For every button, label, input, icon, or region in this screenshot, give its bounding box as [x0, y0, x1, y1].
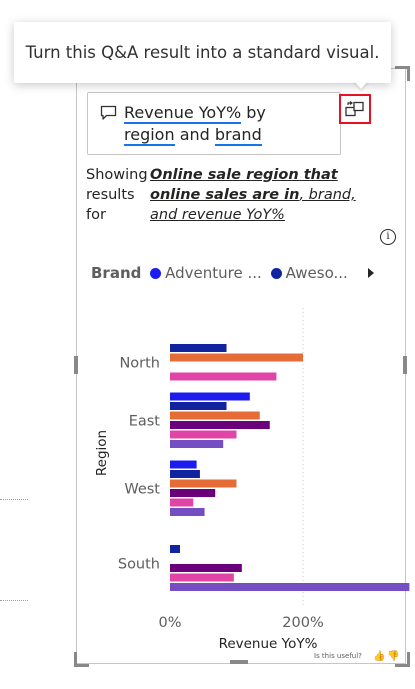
bar	[170, 479, 237, 488]
convert-to-visual-button[interactable]	[339, 94, 371, 124]
legend-item[interactable]: Aweso...	[270, 264, 348, 282]
bar	[170, 392, 250, 401]
x-tick-label: 200%	[282, 615, 323, 631]
bar	[170, 344, 227, 352]
bar	[170, 440, 224, 448]
category-label: West	[124, 482, 160, 498]
bar	[170, 573, 234, 582]
resize-handle-right[interactable]	[403, 356, 407, 374]
bar	[170, 411, 260, 420]
legend-item-label: Adventure ...	[165, 264, 262, 282]
chart-legend: Brand Adventure ... Aweso...	[91, 264, 348, 286]
tooltip-arrow	[353, 80, 369, 89]
qna-term-revenue[interactable]: Revenue YoY%	[124, 103, 242, 124]
bar	[170, 421, 270, 429]
bar	[170, 498, 194, 507]
qna-term-region[interactable]: region	[124, 125, 175, 146]
qna-question-box[interactable]: Revenue YoY% by region and brand	[87, 92, 341, 155]
restatement-part[interactable]: Online sale region that	[150, 167, 338, 183]
tooltip: Turn this Q&A result into a standard vis…	[14, 22, 391, 83]
y-axis-title: Region	[94, 430, 110, 476]
thumbs-down-icon[interactable]: 👎	[387, 651, 400, 662]
resize-handle-bottom[interactable]	[230, 660, 248, 664]
legend-title: Brand	[91, 264, 142, 282]
category-label: South	[118, 557, 160, 573]
x-tick-label: 0%	[158, 615, 181, 631]
info-icon[interactable]: i	[380, 229, 396, 245]
bar	[170, 430, 237, 439]
bar	[170, 402, 227, 410]
legend-color-dot	[270, 268, 282, 279]
showing-label-line: for	[86, 207, 106, 223]
bar	[170, 583, 410, 591]
restatement-part[interactable]: , brand,	[299, 187, 356, 203]
x-axis-title: Revenue YoY%	[219, 636, 318, 652]
thumbs-up-icon[interactable]: 👍	[373, 651, 386, 662]
restatement-part[interactable]: online sales are in	[150, 187, 300, 203]
guide-dots	[0, 499, 28, 500]
comment-icon	[100, 105, 117, 120]
qna-word: and	[174, 125, 215, 144]
bar	[170, 470, 200, 478]
showing-label-line: Showing	[86, 167, 148, 183]
showing-results-label: Showing results for	[86, 165, 148, 225]
bar	[170, 372, 277, 381]
qna-term-brand[interactable]: brand	[214, 125, 262, 146]
bar	[170, 460, 197, 469]
qna-question-text[interactable]: Revenue YoY% by region and brand	[124, 102, 266, 146]
bar	[170, 489, 216, 497]
qna-word: by	[241, 103, 266, 122]
showing-label-line: results	[86, 187, 135, 203]
legend-next-arrow[interactable]	[368, 268, 374, 278]
resize-corner-bottom-right[interactable]	[395, 652, 410, 667]
showing-results-description[interactable]: Online sale region that online sales are…	[150, 165, 356, 225]
bar	[170, 508, 205, 516]
feedback-prompt: Is this useful?	[314, 652, 362, 660]
resize-corner-top-right[interactable]	[395, 66, 410, 81]
convert-visual-icon	[345, 101, 364, 117]
bar	[170, 564, 242, 572]
legend-item[interactable]: Adventure ...	[150, 264, 262, 282]
resize-handle-left[interactable]	[74, 356, 78, 374]
legend-color-dot	[150, 268, 162, 279]
bar	[170, 353, 303, 362]
resize-corner-bottom-left[interactable]	[74, 652, 89, 667]
tooltip-text: Turn this Q&A result into a standard vis…	[25, 43, 380, 62]
legend-item-label: Aweso...	[285, 264, 348, 282]
guide-dots	[0, 600, 28, 601]
category-label: East	[129, 414, 161, 430]
category-label: North	[119, 356, 160, 372]
bar	[170, 545, 180, 553]
restatement-part[interactable]: and revenue YoY%	[150, 207, 285, 223]
